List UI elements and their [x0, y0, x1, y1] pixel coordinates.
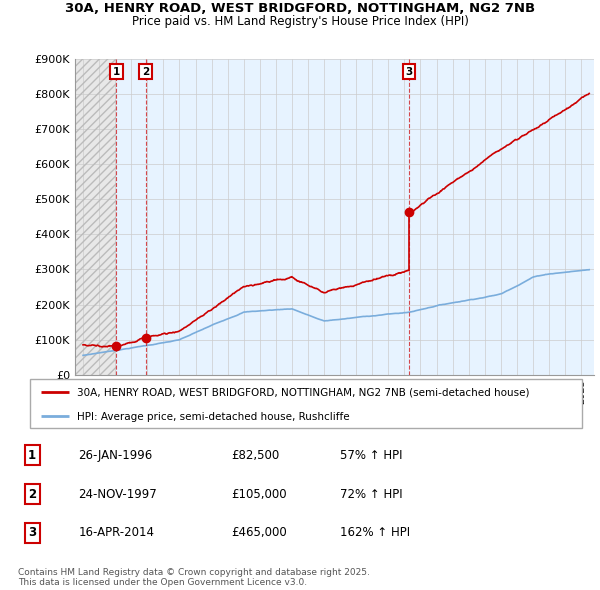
- Text: 72% ↑ HPI: 72% ↑ HPI: [340, 487, 403, 501]
- Text: £82,500: £82,500: [231, 449, 279, 462]
- Text: £465,000: £465,000: [231, 526, 287, 539]
- Text: 1: 1: [113, 67, 120, 77]
- Text: 1: 1: [28, 449, 36, 462]
- Text: 162% ↑ HPI: 162% ↑ HPI: [340, 526, 410, 539]
- Bar: [409, 59, 594, 375]
- Text: 2: 2: [142, 67, 149, 77]
- Text: 30A, HENRY ROAD, WEST BRIDGFORD, NOTTINGHAM, NG2 7NB (semi-detached house): 30A, HENRY ROAD, WEST BRIDGFORD, NOTTING…: [77, 388, 529, 398]
- FancyBboxPatch shape: [30, 379, 582, 428]
- Text: £105,000: £105,000: [231, 487, 287, 501]
- Text: Contains HM Land Registry data © Crown copyright and database right 2025.
This d: Contains HM Land Registry data © Crown c…: [18, 568, 370, 587]
- Text: 16-APR-2014: 16-APR-2014: [78, 526, 154, 539]
- Text: 57% ↑ HPI: 57% ↑ HPI: [340, 449, 403, 462]
- Bar: [116, 59, 146, 375]
- Bar: [75, 59, 116, 375]
- Text: 3: 3: [406, 67, 413, 77]
- Bar: [146, 59, 409, 375]
- Text: 3: 3: [28, 526, 36, 539]
- Text: HPI: Average price, semi-detached house, Rushcliffe: HPI: Average price, semi-detached house,…: [77, 412, 350, 422]
- Text: Price paid vs. HM Land Registry's House Price Index (HPI): Price paid vs. HM Land Registry's House …: [131, 15, 469, 28]
- Text: 24-NOV-1997: 24-NOV-1997: [78, 487, 157, 501]
- Text: 26-JAN-1996: 26-JAN-1996: [78, 449, 152, 462]
- Bar: [75, 59, 116, 375]
- Text: 2: 2: [28, 487, 36, 501]
- Text: 30A, HENRY ROAD, WEST BRIDGFORD, NOTTINGHAM, NG2 7NB: 30A, HENRY ROAD, WEST BRIDGFORD, NOTTING…: [65, 2, 535, 15]
